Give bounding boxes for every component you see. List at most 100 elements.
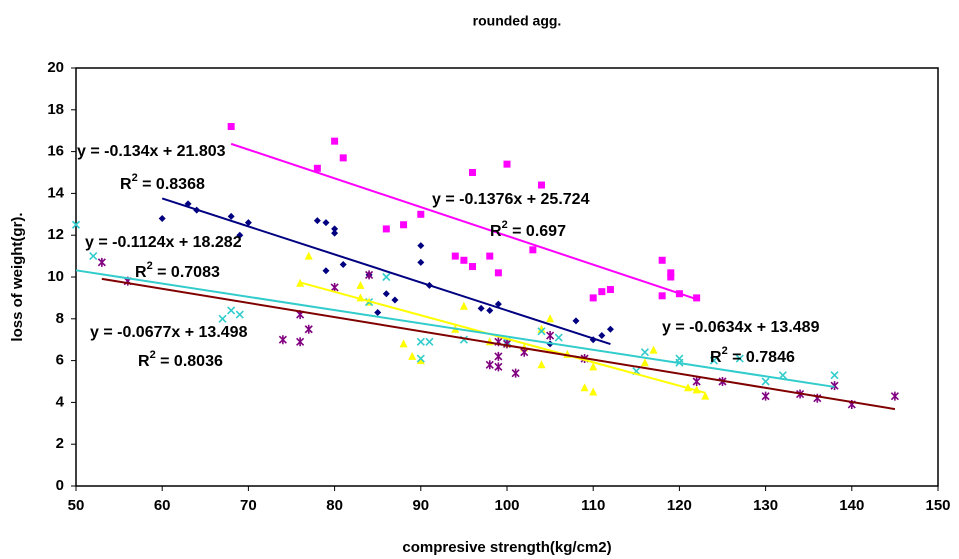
trendline bbox=[299, 281, 706, 394]
point bbox=[537, 327, 546, 336]
point bbox=[278, 335, 287, 345]
point bbox=[693, 294, 701, 302]
y-tick-label: 12 bbox=[47, 226, 64, 243]
y-tick-label: 8 bbox=[56, 310, 64, 327]
point bbox=[658, 292, 666, 300]
x-tick-label: 140 bbox=[839, 497, 864, 514]
trend-equation: y = -0.0634x + 13.489 bbox=[662, 319, 820, 336]
point bbox=[554, 333, 563, 342]
point bbox=[417, 242, 425, 250]
point bbox=[391, 296, 399, 304]
point bbox=[580, 383, 589, 392]
point bbox=[477, 304, 485, 312]
y-tick-label: 18 bbox=[47, 101, 64, 118]
y-tick-label: 20 bbox=[47, 59, 64, 76]
r-squared-exponent: 2 bbox=[147, 260, 153, 272]
y-tick-label: 6 bbox=[56, 352, 64, 369]
point bbox=[460, 256, 468, 264]
r-squared-symbol: R bbox=[490, 223, 502, 240]
point bbox=[667, 269, 675, 277]
x-tick-label: 110 bbox=[581, 497, 605, 514]
point bbox=[485, 360, 494, 370]
x-tick-label: 70 bbox=[240, 497, 257, 514]
y-tick-label: 16 bbox=[47, 143, 64, 160]
point bbox=[218, 314, 227, 323]
point bbox=[598, 288, 606, 296]
point bbox=[400, 221, 408, 229]
point bbox=[675, 354, 684, 363]
r-squared-symbol: R bbox=[135, 264, 147, 281]
point bbox=[494, 351, 503, 361]
point bbox=[546, 314, 555, 323]
x-tick-label: 150 bbox=[925, 497, 950, 514]
point bbox=[494, 300, 502, 308]
point bbox=[330, 282, 339, 292]
point bbox=[494, 362, 503, 372]
x-tick-label: 120 bbox=[667, 497, 692, 514]
point bbox=[494, 269, 502, 277]
point bbox=[399, 339, 408, 348]
point bbox=[469, 169, 477, 176]
point bbox=[589, 362, 598, 371]
y-tick-label: 14 bbox=[47, 184, 64, 201]
point bbox=[537, 360, 546, 369]
point bbox=[667, 273, 675, 281]
point bbox=[339, 154, 347, 162]
point bbox=[830, 381, 839, 391]
point bbox=[546, 331, 555, 341]
r-squared-symbol: R bbox=[710, 349, 722, 366]
r-squared-exponent: 2 bbox=[150, 349, 156, 361]
y-tick-label: 10 bbox=[47, 268, 64, 285]
point bbox=[331, 137, 339, 145]
point bbox=[537, 324, 546, 333]
point bbox=[227, 123, 235, 131]
chart-title: rounded agg. bbox=[473, 13, 562, 29]
point bbox=[589, 294, 597, 302]
point bbox=[503, 160, 511, 168]
point bbox=[537, 181, 545, 189]
point bbox=[416, 356, 425, 365]
point bbox=[71, 220, 81, 229]
r-squared: R2 = 0.8368 bbox=[120, 172, 205, 193]
point bbox=[425, 337, 434, 346]
point bbox=[459, 301, 468, 310]
point bbox=[416, 354, 425, 363]
point bbox=[417, 258, 425, 266]
point bbox=[658, 256, 666, 264]
trend-equation: y = -0.1124x + 18.282 bbox=[85, 234, 242, 251]
point bbox=[97, 257, 106, 267]
point bbox=[890, 391, 899, 401]
point bbox=[89, 252, 98, 261]
point bbox=[304, 251, 313, 260]
x-tick-label: 130 bbox=[753, 497, 778, 514]
y-tick-label: 0 bbox=[56, 477, 64, 494]
y-tick-label: 2 bbox=[56, 435, 64, 452]
x-tick-label: 50 bbox=[68, 497, 85, 514]
point bbox=[339, 260, 347, 268]
point bbox=[313, 164, 321, 172]
r-squared-symbol: R bbox=[138, 353, 150, 370]
y-axis-label: loss of weight(gr). bbox=[9, 212, 26, 341]
trendline bbox=[101, 277, 896, 411]
r-squared-exponent: 2 bbox=[722, 345, 728, 357]
point bbox=[331, 225, 339, 233]
r-squared: R2 = 0.697 bbox=[490, 219, 566, 240]
point bbox=[158, 214, 166, 222]
r-squared-symbol: R bbox=[120, 176, 132, 193]
point bbox=[469, 263, 477, 271]
point bbox=[649, 345, 658, 354]
point bbox=[322, 267, 330, 275]
point bbox=[374, 309, 382, 317]
point bbox=[511, 368, 520, 378]
x-tick-label: 80 bbox=[326, 497, 343, 514]
point bbox=[382, 272, 391, 282]
point bbox=[830, 371, 839, 380]
point bbox=[486, 252, 494, 260]
r-squared-value: = 0.8368 bbox=[138, 176, 205, 193]
point bbox=[356, 280, 365, 289]
trendline bbox=[161, 197, 611, 346]
trend-equation: y = -0.1376x + 25.724 bbox=[432, 191, 590, 208]
point bbox=[382, 290, 390, 298]
point bbox=[408, 351, 417, 360]
